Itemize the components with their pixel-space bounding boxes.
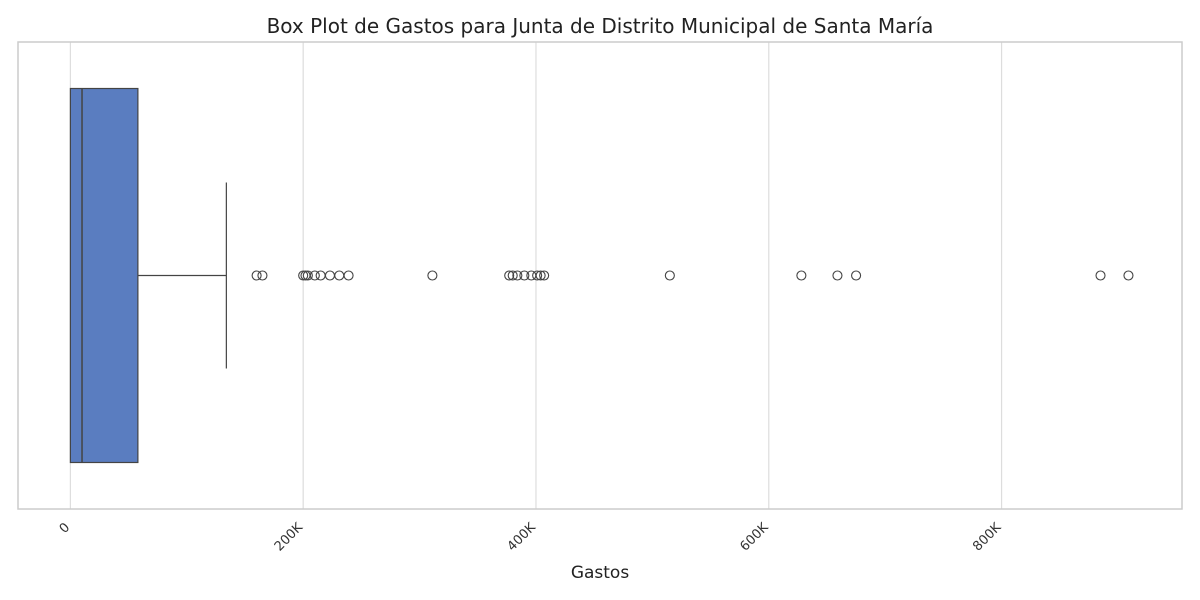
outlier-point <box>535 270 546 281</box>
outlier-point <box>504 270 515 281</box>
x-tick-label: 400K <box>505 520 540 555</box>
outlier-point <box>1095 270 1106 281</box>
box-plot <box>69 87 227 464</box>
outlier-point <box>343 270 354 281</box>
x-tick-label: 200K <box>272 520 307 555</box>
chart-title: Box Plot de Gastos para Junta de Distrit… <box>267 14 934 38</box>
x-tick-label: 0 <box>57 520 73 536</box>
outlier-point <box>334 270 345 281</box>
outlier-point <box>796 270 807 281</box>
outlier-point <box>315 270 326 281</box>
outlier-point <box>532 270 543 281</box>
outlier-point <box>851 270 862 281</box>
x-tick-labels: 0 200K 400K 600K 800K <box>57 520 1005 555</box>
outlier-point <box>309 270 320 281</box>
outlier-point <box>324 270 336 281</box>
x-tick-label: 800K <box>970 520 1005 555</box>
x-axis-label: Gastos <box>571 563 630 583</box>
outlier-points <box>251 270 1134 281</box>
outlier-point <box>664 270 675 281</box>
outlier-point <box>302 270 313 281</box>
outlier-point <box>832 270 843 281</box>
outlier-point <box>298 270 309 281</box>
outlier-point <box>427 270 438 281</box>
outlier-point <box>512 270 523 281</box>
outlier-point <box>257 270 268 281</box>
plot-frame <box>17 41 1183 510</box>
x-tick-label: 600K <box>737 520 772 555</box>
outlier-point <box>300 270 311 281</box>
outlier-point <box>1123 270 1134 281</box>
outlier-point <box>519 270 530 281</box>
outlier-point <box>251 270 262 281</box>
outlier-point <box>507 270 518 281</box>
outlier-point <box>539 270 550 281</box>
interquartile-box <box>69 87 139 464</box>
